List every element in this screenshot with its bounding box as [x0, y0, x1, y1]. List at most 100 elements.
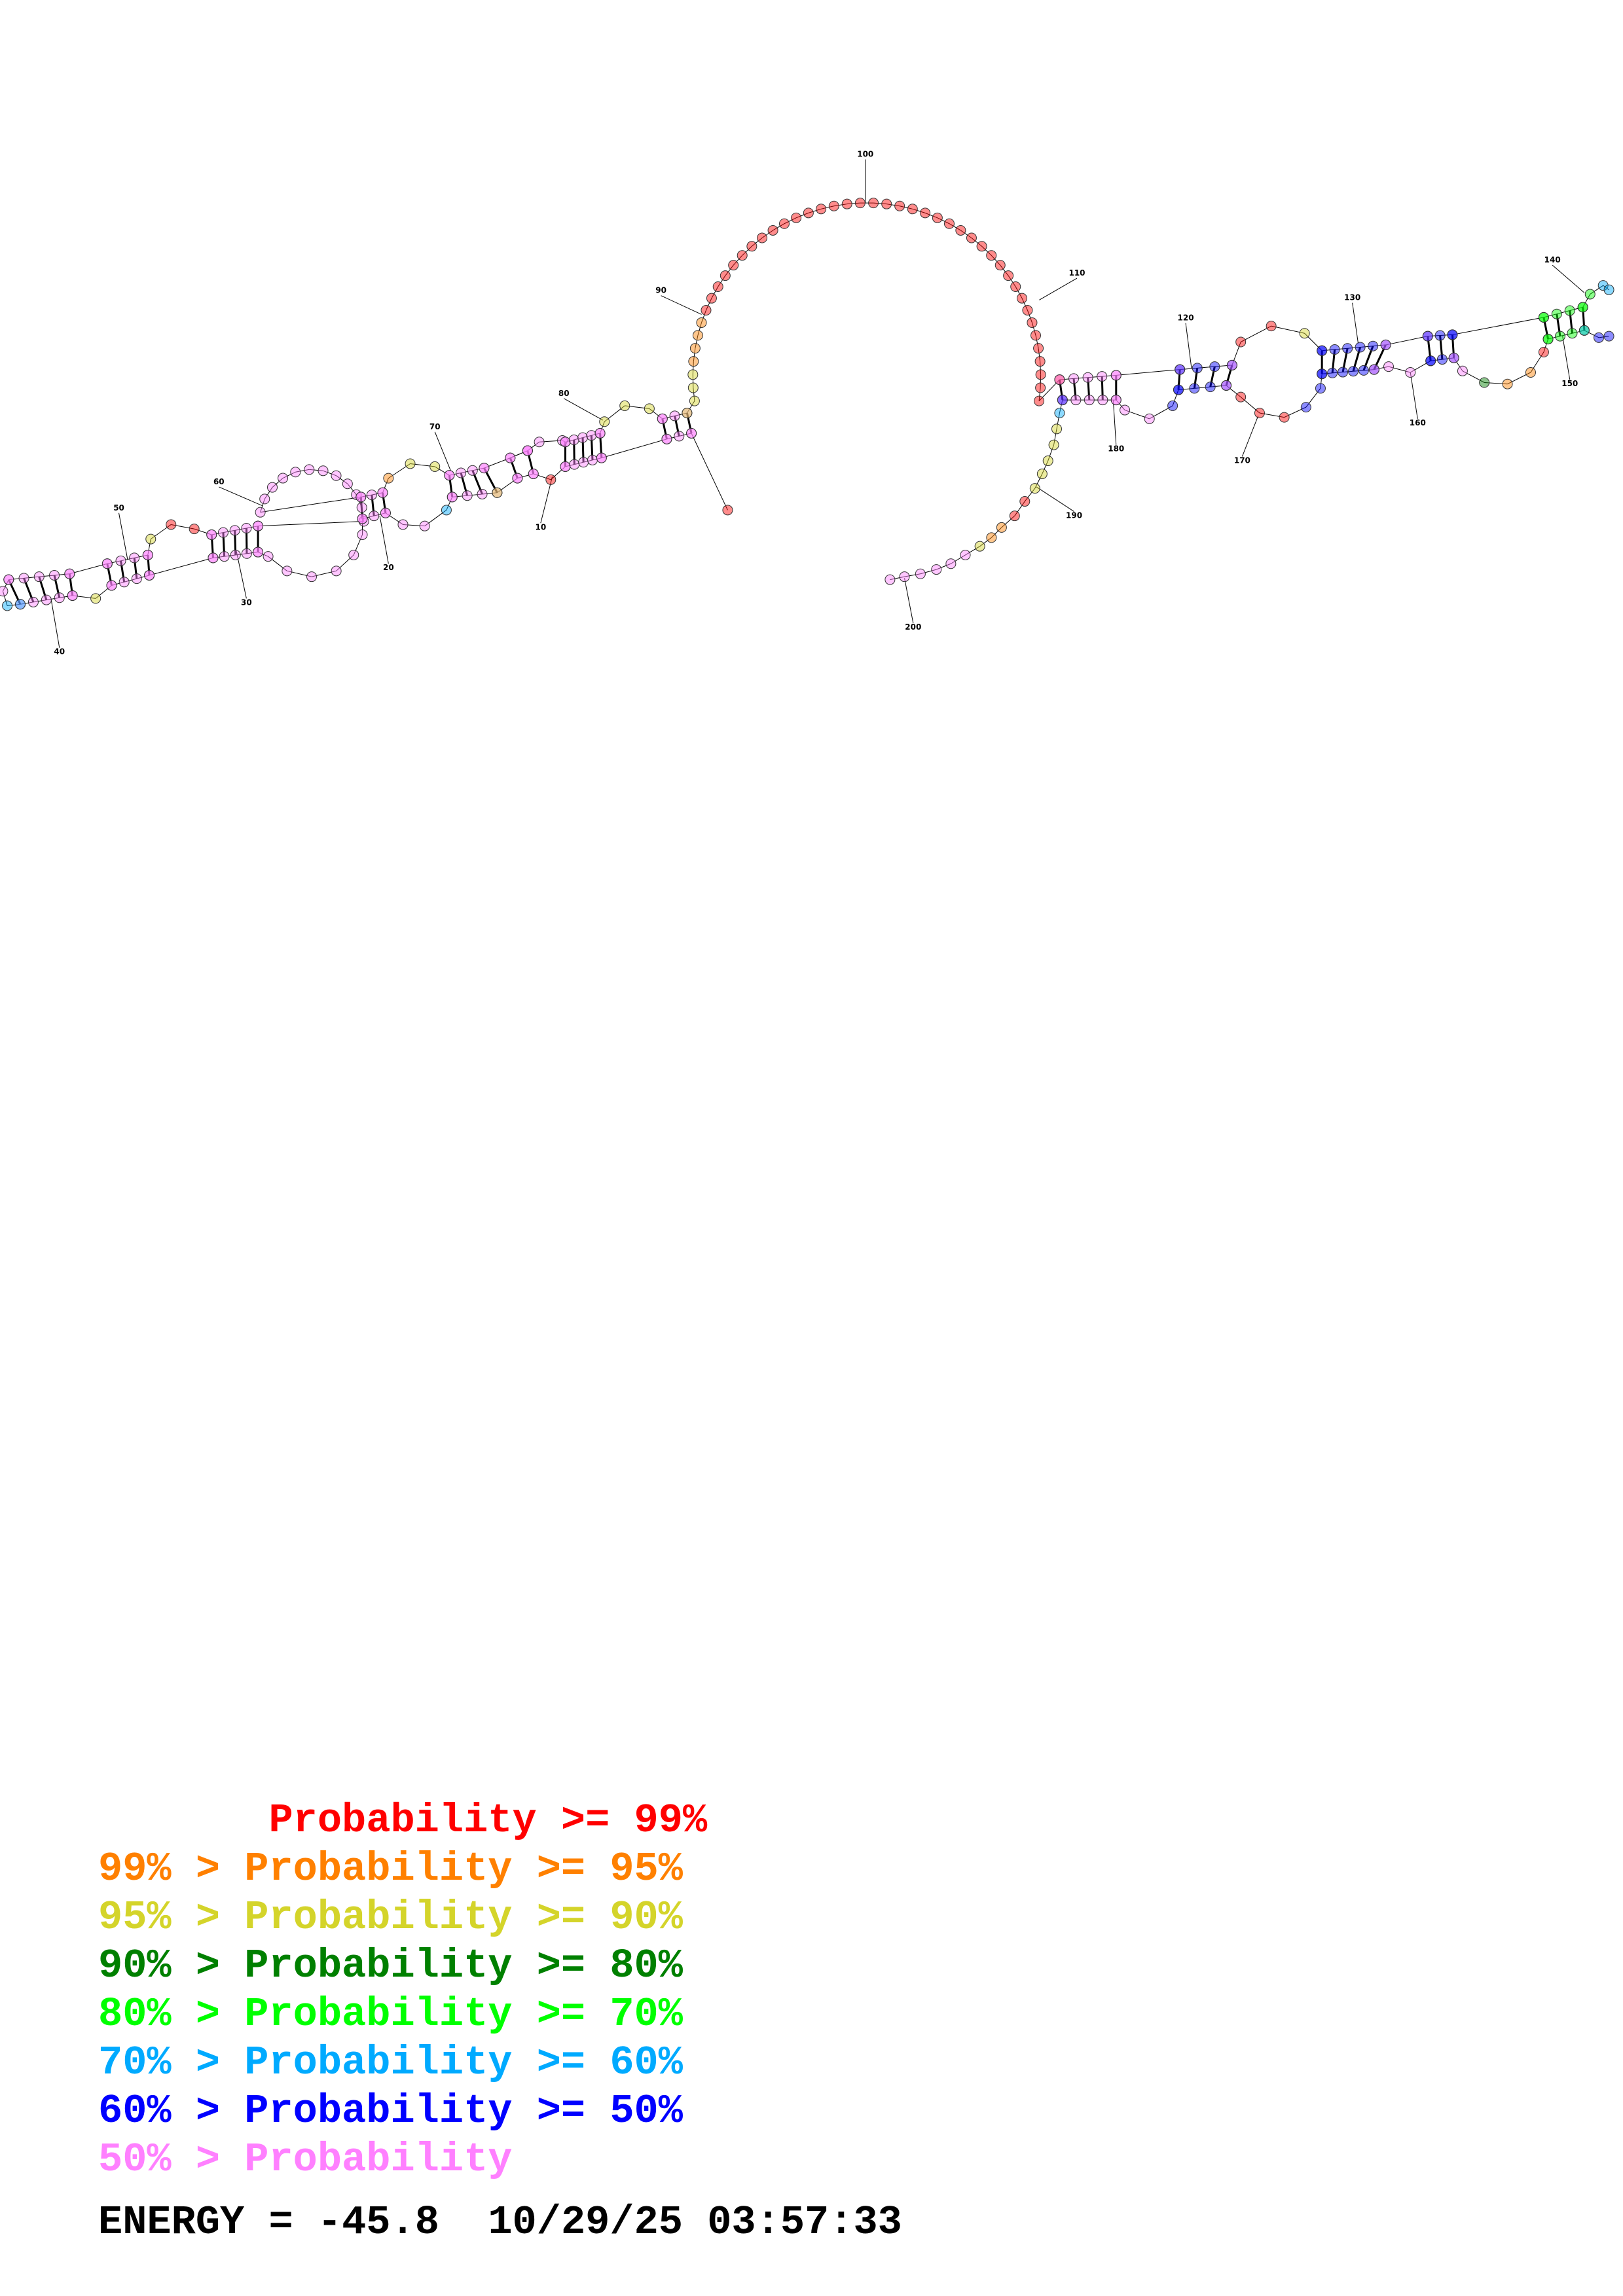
nucleotide-plow — [568, 434, 579, 445]
base-pair-bond — [1087, 377, 1091, 401]
base-pair-bond — [1362, 346, 1374, 371]
nucleotide-plow — [1226, 359, 1237, 370]
backbone-segment — [1453, 357, 1463, 372]
backbone-segment — [1014, 501, 1025, 516]
backbone-segment — [1185, 323, 1192, 368]
nucleotide-p50 — [1315, 383, 1326, 394]
legend-row-p60: 70% > Probability >= 60% — [98, 2039, 683, 2086]
nucleotide-plow — [253, 520, 264, 531]
nucleotide-plow — [1068, 373, 1080, 384]
nucleotide-plow — [241, 548, 252, 559]
base-pair-bond — [471, 470, 483, 495]
nucleotide-p99 — [828, 200, 839, 211]
backbone-segment — [674, 412, 687, 416]
nucleotide-p99 — [816, 204, 827, 215]
nucleotide-p95 — [696, 317, 707, 328]
backbone-segment — [1484, 382, 1508, 385]
backbone-segment — [687, 401, 695, 414]
backbone-segment — [1149, 405, 1173, 420]
backbone-segment — [385, 512, 403, 525]
nucleotide-p99 — [720, 270, 731, 281]
nucleotide-p50 — [1175, 364, 1186, 375]
nucleotide-plow — [534, 437, 545, 448]
backbone-segment — [1552, 264, 1585, 293]
nucleotide-plow — [241, 523, 252, 534]
nucleotide-p99 — [966, 232, 977, 243]
nucleotide-plow — [33, 571, 45, 583]
backbone-segment — [711, 286, 719, 298]
position-label: 80 — [558, 389, 570, 398]
backbone-segment — [1440, 334, 1453, 336]
backbone-segment — [371, 492, 383, 495]
backbone-segment — [937, 217, 950, 224]
base-pair-bond — [106, 563, 113, 586]
backbone-segment — [1271, 325, 1305, 334]
nucleotide-p90 — [599, 416, 610, 427]
base-pair-bond — [133, 558, 138, 579]
backbone-segment — [374, 512, 386, 516]
backbone-segment — [1053, 429, 1057, 445]
base-pair-bond — [590, 435, 594, 461]
nucleotide-plow — [206, 529, 217, 540]
nucleotide-p95 — [689, 343, 701, 354]
backbone-segment — [808, 208, 822, 213]
position-label: 10 — [535, 522, 546, 531]
nucleotide-plow — [357, 513, 368, 524]
nucleotide-p99 — [728, 260, 739, 271]
nucleotide-p60 — [2, 600, 13, 611]
backbone-segment — [725, 264, 734, 276]
nucleotide-plow — [528, 468, 539, 479]
nucleotide-p99 — [1022, 305, 1033, 316]
base-pair-bond — [685, 412, 693, 434]
nucleotide-p99 — [756, 232, 767, 243]
legend-row-p50: 60% > Probability >= 50% — [98, 2088, 683, 2134]
backbone-segment — [410, 463, 435, 467]
nucleotide-plow — [669, 410, 680, 422]
nucleotide-plow — [263, 551, 274, 562]
backbone-segment — [600, 422, 605, 434]
backbone-segment — [718, 275, 726, 287]
backbone-segment — [124, 578, 137, 583]
backbone-segment — [1410, 360, 1431, 373]
backbone-segment — [904, 573, 921, 577]
backbone-segment — [661, 295, 702, 315]
nucleotide-plow — [1054, 374, 1065, 386]
nucleotide-plow — [331, 470, 342, 481]
backbone-segment — [890, 576, 905, 581]
nucleotide-p99 — [1033, 343, 1044, 354]
nucleotide-plow — [1383, 361, 1395, 372]
backbone-segment — [562, 440, 566, 442]
backbone-segment — [1112, 400, 1117, 445]
backbone-segment — [847, 202, 860, 205]
nucleotide-plow — [1221, 380, 1232, 391]
position-label: 140 — [1544, 255, 1561, 264]
nucleotide-p99 — [545, 474, 556, 485]
backbone-segment — [1543, 314, 1557, 318]
nucleotide-plow — [1110, 370, 1122, 381]
backbone-segment — [472, 467, 484, 471]
nucleotide-plow — [282, 565, 293, 577]
nucleotide-plow — [1084, 395, 1095, 406]
backbone-segment — [452, 495, 467, 497]
nucleotide-plow — [657, 413, 668, 424]
backbone-segment — [1590, 285, 1603, 295]
nucleotide-plow — [945, 558, 957, 569]
backbone-segment — [1603, 285, 1609, 291]
backbone-segment — [403, 524, 425, 527]
nucleotide-plow — [1457, 365, 1468, 376]
backbone-segment — [467, 493, 483, 496]
nucleotide-p90 — [405, 458, 416, 469]
nucleotide-p90 — [687, 382, 699, 393]
nucleotide-p60 — [1597, 280, 1609, 291]
nucleotide-plow — [144, 569, 155, 581]
backbone-segment — [742, 245, 752, 256]
backbone-segment — [136, 575, 150, 579]
energy-footer: ENERGY = -45.8 10/29/25 03:57:33 — [98, 2199, 902, 2246]
base-pair-bond — [1101, 376, 1104, 401]
nucleotide-plow — [3, 574, 14, 585]
base-pair-bond — [1341, 348, 1349, 372]
backbone-segment — [46, 597, 60, 601]
base-pair-bond — [1352, 347, 1362, 372]
nucleotide-plow — [397, 519, 409, 530]
nucleotide-plow — [131, 573, 142, 584]
